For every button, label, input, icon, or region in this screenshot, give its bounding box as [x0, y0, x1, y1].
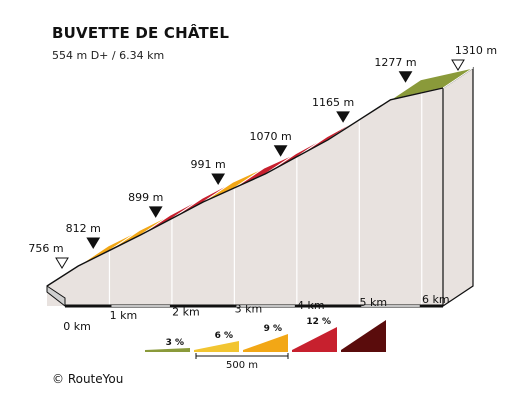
- waypoint-elevation-label: 1310 m: [455, 44, 497, 57]
- waypoint-elevation-label: 899 m: [128, 191, 163, 204]
- grade-legend: 3 % 6 % 9 % 12 % 500 m: [145, 317, 386, 371]
- profile-side-layer: [46, 66, 474, 308]
- x-tick-label: 5 km: [360, 296, 388, 309]
- x-tick-label: 2 km: [172, 306, 200, 319]
- waypoint-marker: [148, 206, 163, 218]
- chart-title: BUVETTE DE CHÂTEL: [52, 24, 230, 42]
- x-tick-label: 1 km: [110, 309, 138, 322]
- waypoint-marker: [55, 257, 69, 269]
- profile-top-layer: [46, 67, 474, 287]
- profile-end-cap: [442, 66, 474, 308]
- legend-grade-label: 12 %: [306, 317, 331, 327]
- chart-subtitle: 554 m D+ / 6.34 km: [52, 49, 165, 62]
- waypoint-marker: [336, 111, 350, 123]
- copyright-credit: © RouteYou: [52, 372, 124, 386]
- x-tick-labels: 0 km 1 km 2 km 3 km 4 km 5 km 6 km: [63, 293, 449, 333]
- waypoint-marker: [273, 145, 288, 157]
- legend-swatch-1: [194, 341, 239, 352]
- x-tick-label: 6 km: [422, 293, 450, 306]
- x-tick-label: 4 km: [297, 299, 325, 312]
- waypoint-elevation-label: 1277 m: [374, 56, 416, 69]
- profile-outline: [46, 87, 444, 287]
- legend-grade-label: 6 %: [215, 331, 233, 341]
- legend-swatch-4: [341, 320, 386, 352]
- waypoint-marker: [86, 237, 101, 249]
- waypoint-marker: [398, 71, 413, 83]
- waypoint-elevation-label: 1165 m: [312, 96, 354, 109]
- legend-grade-label: 9 %: [264, 324, 282, 334]
- waypoint-marker: [451, 59, 465, 71]
- legend-swatch-2: [243, 334, 288, 352]
- legend-scale-label: 500 m: [226, 360, 258, 371]
- waypoint-elevation-label: 991 m: [191, 158, 226, 171]
- profile-side-face: [47, 88, 443, 306]
- legend-grade-label: 3 %: [166, 338, 184, 348]
- x-tick-label: 0 km: [63, 320, 91, 333]
- waypoint-marker: [211, 173, 226, 185]
- waypoint-elevation-label: 1070 m: [250, 130, 292, 143]
- waypoint-elevation-label: 812 m: [66, 222, 101, 235]
- x-tick-label: 3 km: [235, 302, 263, 315]
- legend-swatch-0: [145, 348, 190, 352]
- legend-swatch-3: [292, 327, 337, 352]
- waypoint-elevation-label: 756 m: [28, 242, 63, 255]
